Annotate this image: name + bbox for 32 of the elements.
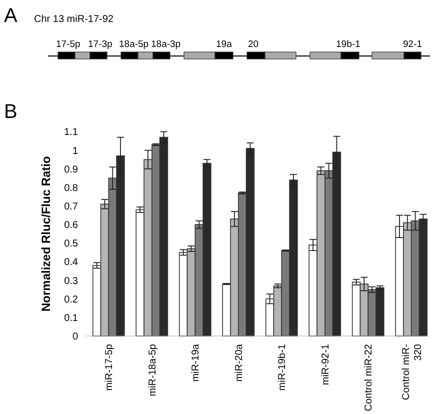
y-tick-label: 0.8 [64,182,78,194]
text: B [4,101,18,123]
y-tick-label: 0.2 [64,294,78,306]
y-tick-label: 0.3 [64,276,78,287]
text: 20 [248,39,259,50]
text: 18a-5p [119,39,149,50]
text: 19a [216,39,233,50]
y-tick-label: 0.9 [64,164,78,176]
text: 19b-1 [336,39,360,50]
y-tick-label: 1.1 [64,127,78,138]
x-tick-label: miR-19b-1 [277,344,288,391]
y-tick-label: 0 [72,332,78,342]
text: A [4,5,18,27]
x-tick-label: Control miR-22 [364,344,375,412]
y-axis-title: Normalized Rluc/Fluc Ratio [39,156,53,312]
x-tick-label: miR-92-1 [320,344,332,386]
text: 92-1 [403,39,422,50]
y-tick-label: 1 [72,146,78,157]
y-tick-label: 0.4 [64,257,78,268]
text: 17-5p [56,39,80,50]
y-tick-label: 0.6 [64,220,78,232]
text: 17-3p [88,39,112,50]
x-tick-label: miR-20a [234,344,245,382]
y-tick-label: 0.7 [64,201,78,212]
x-tick-label: miR-19a [190,344,202,382]
y-tick-label: 0.1 [64,312,78,324]
text: 18a-3p [151,39,181,50]
x-tick-label: miR-18a-5p [147,344,158,396]
y-tick-label: 0.5 [64,238,78,250]
text: Chr 13 miR-17-92 [34,14,114,25]
x-tick-label: Control miR-320 [400,344,424,400]
x-tick-label: miR-17-5p [104,344,116,391]
